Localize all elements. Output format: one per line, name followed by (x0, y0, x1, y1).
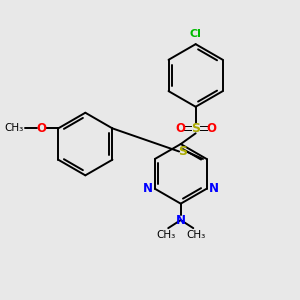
Text: N: N (176, 214, 186, 226)
Text: O: O (206, 122, 216, 135)
Text: CH₃: CH₃ (4, 123, 23, 134)
Text: S: S (191, 122, 200, 135)
Text: O: O (37, 122, 47, 135)
Text: Cl: Cl (190, 29, 202, 39)
Text: CH₃: CH₃ (186, 230, 205, 241)
Text: S: S (178, 145, 187, 158)
Text: N: N (142, 182, 152, 195)
Text: O: O (175, 122, 185, 135)
Text: N: N (209, 182, 219, 195)
Text: CH₃: CH₃ (156, 230, 176, 241)
